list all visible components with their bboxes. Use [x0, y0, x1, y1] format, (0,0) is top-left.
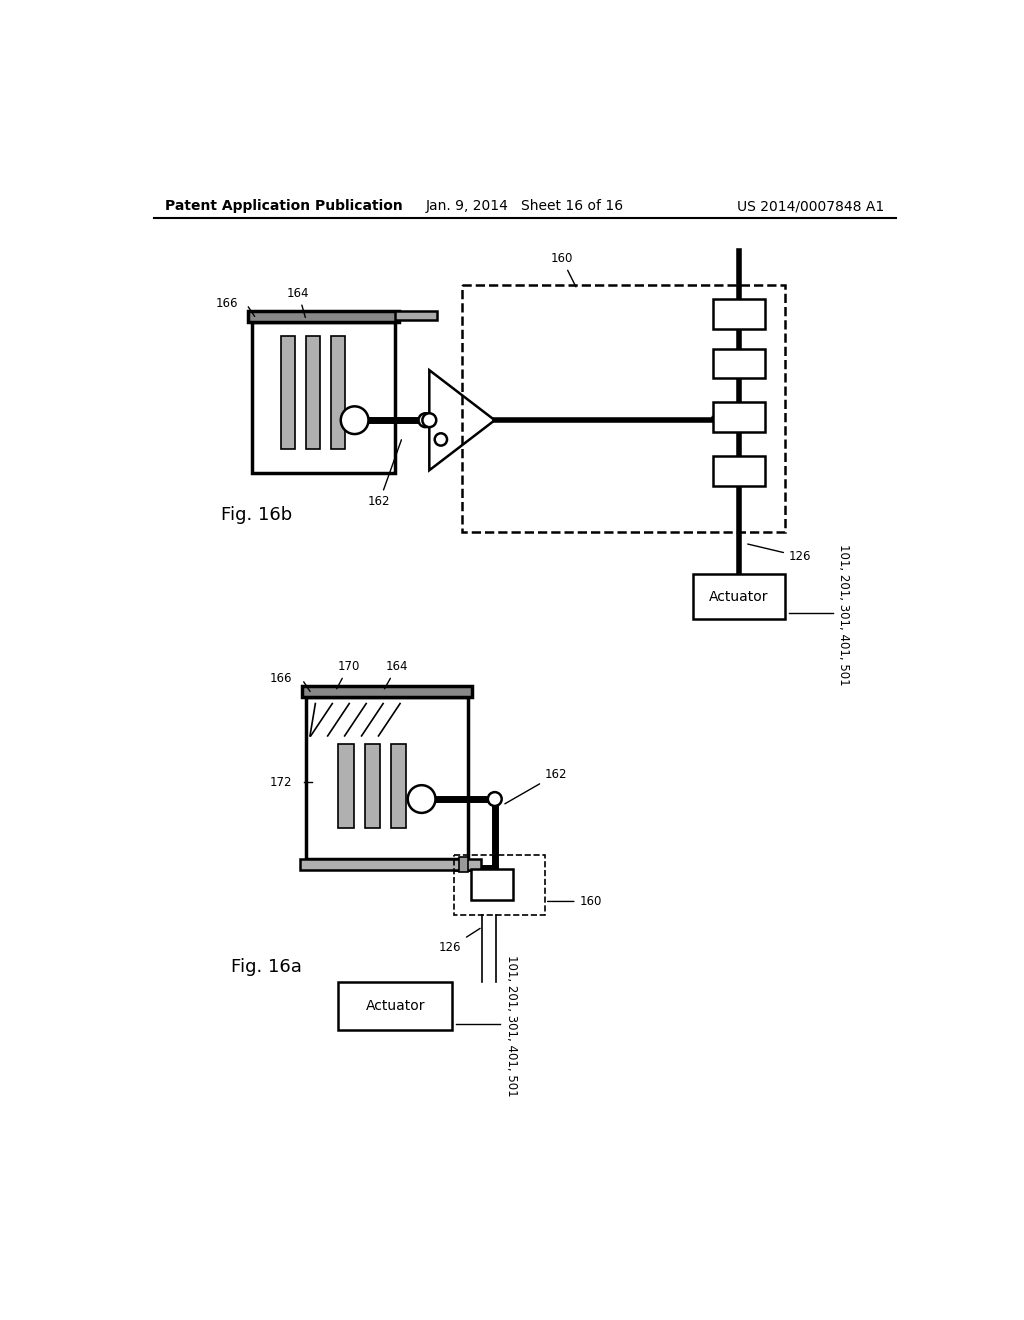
Bar — [365, 743, 380, 829]
Text: 126: 126 — [748, 544, 811, 564]
Text: 101, 201, 301, 401, 501: 101, 201, 301, 401, 501 — [838, 544, 850, 686]
Bar — [306, 337, 319, 449]
Text: Patent Application Publication: Patent Application Publication — [165, 199, 403, 213]
Text: 166: 166 — [269, 672, 292, 685]
Bar — [300, 859, 481, 870]
Text: 162: 162 — [505, 768, 567, 804]
Bar — [692, 574, 785, 619]
Text: Fig. 16a: Fig. 16a — [230, 958, 301, 975]
Text: 164: 164 — [384, 660, 409, 689]
Bar — [713, 457, 765, 486]
Bar — [454, 855, 545, 915]
Circle shape — [487, 792, 502, 807]
Text: 126: 126 — [439, 928, 480, 954]
Circle shape — [422, 413, 436, 428]
Bar — [471, 869, 513, 900]
Bar — [391, 743, 407, 829]
Bar — [459, 857, 468, 873]
Text: 101, 201, 301, 401, 501: 101, 201, 301, 401, 501 — [505, 956, 518, 1097]
Text: 162: 162 — [368, 440, 401, 508]
Bar — [282, 337, 295, 449]
Bar — [249, 312, 398, 322]
Bar — [394, 312, 437, 321]
Bar — [462, 285, 785, 532]
Bar — [339, 743, 354, 829]
Bar — [331, 337, 345, 449]
Text: 164: 164 — [287, 286, 309, 317]
Text: 170: 170 — [337, 660, 359, 689]
Circle shape — [341, 407, 369, 434]
Text: Jan. 9, 2014   Sheet 16 of 16: Jan. 9, 2014 Sheet 16 of 16 — [426, 199, 624, 213]
Bar — [713, 300, 765, 329]
Circle shape — [408, 785, 435, 813]
Bar — [306, 697, 468, 859]
Circle shape — [419, 413, 432, 428]
Bar — [302, 686, 472, 697]
Circle shape — [435, 433, 447, 446]
Bar — [339, 982, 453, 1030]
Text: 166: 166 — [216, 297, 239, 310]
Bar — [713, 348, 765, 378]
Text: Actuator: Actuator — [709, 590, 769, 603]
Text: Actuator: Actuator — [366, 999, 425, 1014]
Bar — [252, 322, 394, 473]
Text: US 2014/0007848 A1: US 2014/0007848 A1 — [737, 199, 885, 213]
Text: Fig. 16b: Fig. 16b — [221, 506, 293, 524]
Text: 172: 172 — [269, 776, 292, 788]
Text: 160: 160 — [548, 895, 602, 908]
Text: 160: 160 — [551, 252, 575, 286]
Polygon shape — [429, 370, 495, 470]
Bar — [713, 403, 765, 432]
